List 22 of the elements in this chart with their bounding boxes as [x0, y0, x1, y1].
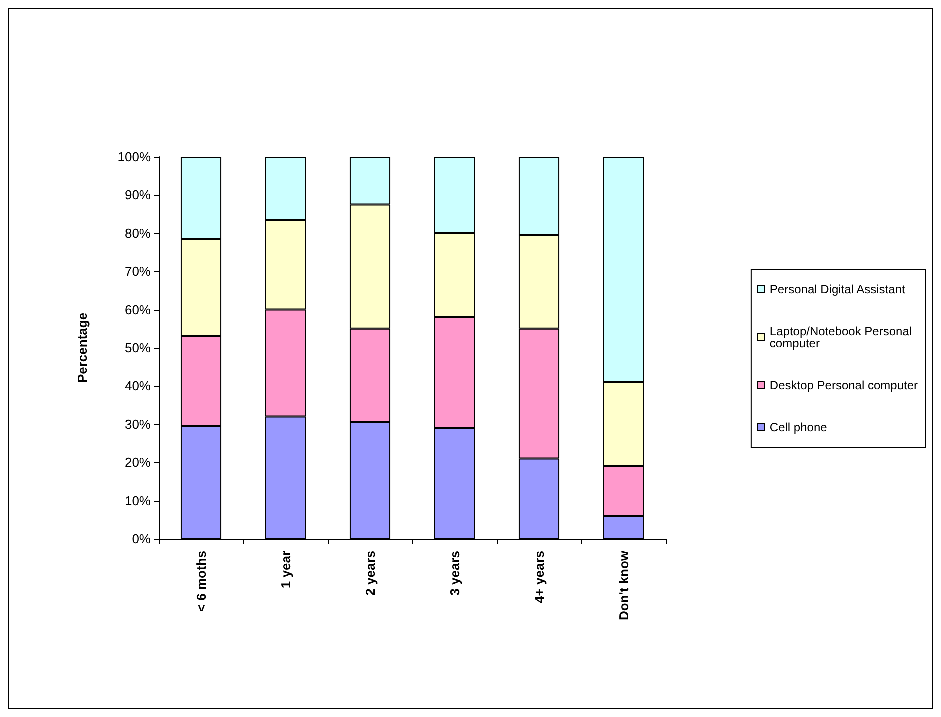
y-tick-label: 50% [124, 340, 152, 356]
y-tick-label: 100% [118, 150, 152, 164]
y-tick-label: 80% [124, 226, 152, 241]
x-tick-label: 2 years [362, 551, 378, 596]
y-tick-label: 30% [124, 416, 152, 432]
x-tick-label: Don't know [616, 550, 632, 621]
y-tick-label: 10% [124, 493, 152, 508]
x-tick-label: 4+ years [532, 551, 547, 604]
y-tick-label: 20% [124, 455, 152, 470]
y-tick-label: 0% [132, 532, 152, 546]
y-tick-label: 40% [124, 378, 152, 394]
y-axis-title: Percentage [75, 312, 90, 384]
y-tick-label: 70% [124, 264, 152, 280]
legend-label: Cell phone [770, 420, 828, 434]
legend-label: Personal Digital Assistant [770, 282, 906, 296]
y-tick-label: 60% [124, 302, 152, 318]
legend-label: Laptop/Notebook Personal computer [770, 324, 916, 350]
y-tick-label: 90% [124, 188, 152, 203]
x-tick-label: < 6 moths [194, 551, 209, 612]
x-tick-label: 3 years [447, 551, 462, 596]
legend-label: Desktop Personal computer [770, 378, 918, 392]
x-tick-label: 1 year [278, 551, 294, 589]
